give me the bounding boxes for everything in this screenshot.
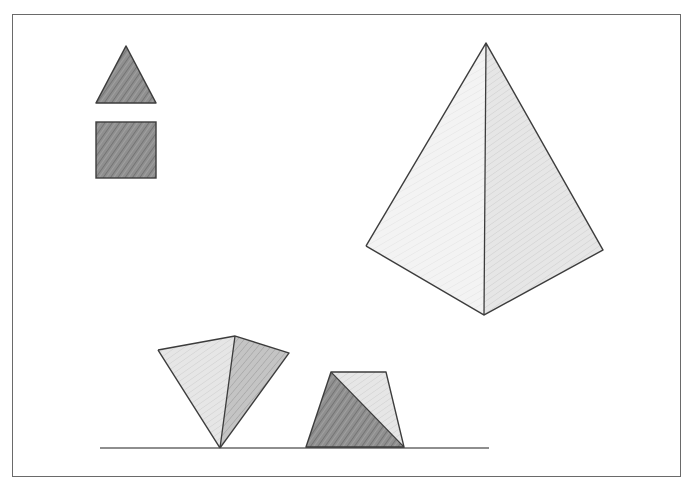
small-square: [95, 121, 157, 179]
large-pyramid: [365, 42, 604, 316]
small-triangle: [95, 45, 157, 104]
pyramid-side-view: [305, 371, 405, 448]
inverted-pyramid: [157, 335, 290, 449]
